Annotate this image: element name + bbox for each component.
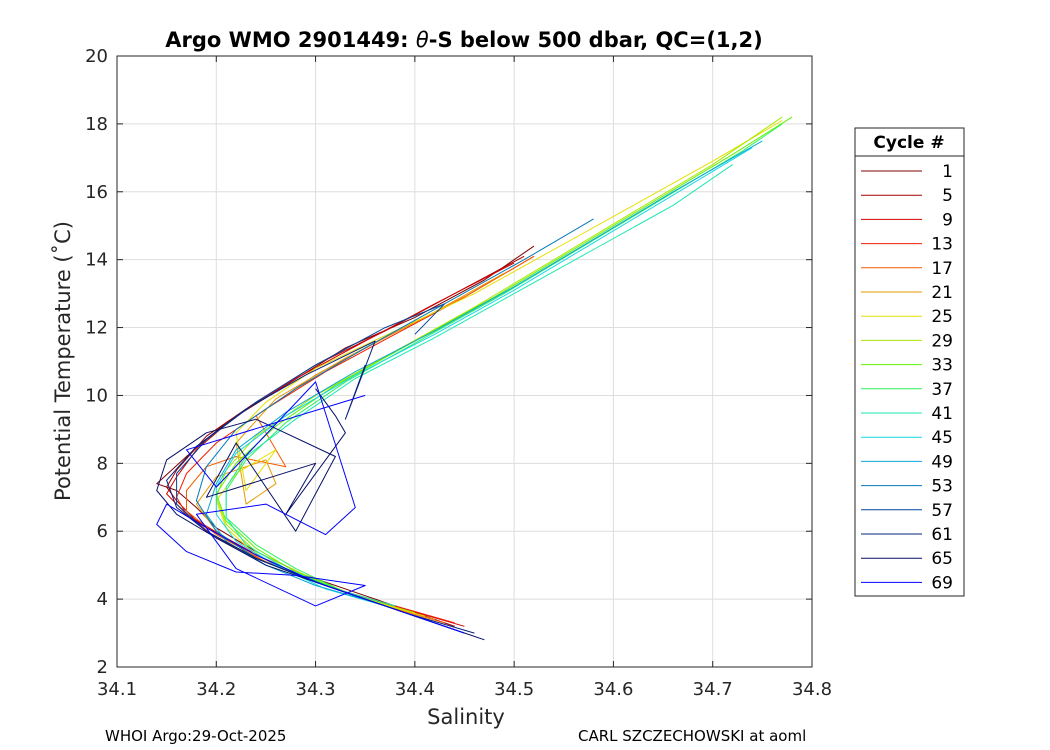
y-tick-label: 8 — [97, 453, 108, 474]
y-tick-label: 2 — [97, 657, 108, 678]
legend-box — [854, 127, 965, 597]
x-tick-label: 34.5 — [494, 679, 534, 700]
legend-label: 9 — [942, 210, 953, 230]
x-tick-label: 34.6 — [593, 679, 633, 700]
x-tick-label: 34.8 — [792, 679, 832, 700]
legend-label: 41 — [931, 404, 953, 424]
legend-label: 49 — [931, 452, 953, 472]
y-axis-label: Potential Temperature (˚C) — [51, 221, 75, 501]
legend: Cycle # 1 5 9 13 17 21 25 29 33 37 41 45 49 53 57 61 65 6… — [854, 127, 965, 597]
x-tick-label: 34.7 — [693, 679, 733, 700]
x-tick-label: 34.4 — [395, 679, 435, 700]
legend-label: 61 — [931, 525, 953, 545]
chart-title: Argo WMO 2901449: θ-S below 500 dbar, QC… — [165, 28, 762, 52]
legend-label: 5 — [942, 186, 953, 206]
legend-label: 17 — [931, 259, 953, 279]
series-group — [156, 116, 793, 641]
x-tick-label: 34.3 — [296, 679, 336, 700]
y-tick-label: 20 — [85, 46, 108, 67]
series-line-cycle-33 — [215, 116, 793, 614]
legend-label: 13 — [931, 235, 953, 255]
legend-label: 29 — [931, 331, 953, 351]
legend-label: 1 — [942, 162, 953, 182]
legend-label: 57 — [931, 501, 953, 521]
y-tick-label: 6 — [97, 521, 108, 542]
y-tick-label: 16 — [85, 182, 108, 203]
y-tick-label: 4 — [97, 589, 108, 610]
footer-right: CARL SZCZECHOWSKI at aoml — [578, 727, 806, 745]
x-tick-label: 34.2 — [196, 679, 236, 700]
footer-left: WHOI Argo:29-Oct-2025 — [105, 727, 286, 745]
legend-label: 69 — [931, 573, 953, 593]
legend-title: Cycle # — [873, 133, 944, 153]
legend-label: 65 — [931, 549, 953, 569]
y-tick-label: 12 — [85, 318, 108, 339]
series-line-cycle-37 — [225, 123, 783, 610]
y-tick-label: 10 — [85, 385, 108, 406]
x-tick-label: 34.1 — [97, 679, 137, 700]
legend-label: 25 — [931, 307, 953, 327]
plot-area — [117, 56, 812, 667]
series-line-cycle-69 — [156, 381, 465, 634]
x-tick-labels: 34.1 34.2 34.3 34.4 34.5 34.6 34.7 34.8 — [97, 679, 832, 700]
legend-label: 37 — [931, 380, 953, 400]
legend-label: 21 — [931, 283, 953, 303]
series-line-cycle-41 — [225, 164, 733, 607]
ticks — [116, 55, 813, 668]
legend-entries: 1 5 9 13 17 21 25 29 33 37 41 45 49 53 57 61 65 69 — [861, 162, 953, 593]
legend-label: 33 — [931, 356, 953, 376]
x-axis-label: Salinity — [427, 705, 505, 729]
legend-label: 45 — [931, 428, 953, 448]
axes-box — [116, 55, 813, 668]
y-tick-label: 18 — [85, 114, 108, 135]
y-tick-labels: 2 4 6 8 10 12 14 16 18 20 — [85, 46, 108, 678]
legend-label: 53 — [931, 477, 953, 497]
y-tick-label: 14 — [85, 250, 108, 271]
